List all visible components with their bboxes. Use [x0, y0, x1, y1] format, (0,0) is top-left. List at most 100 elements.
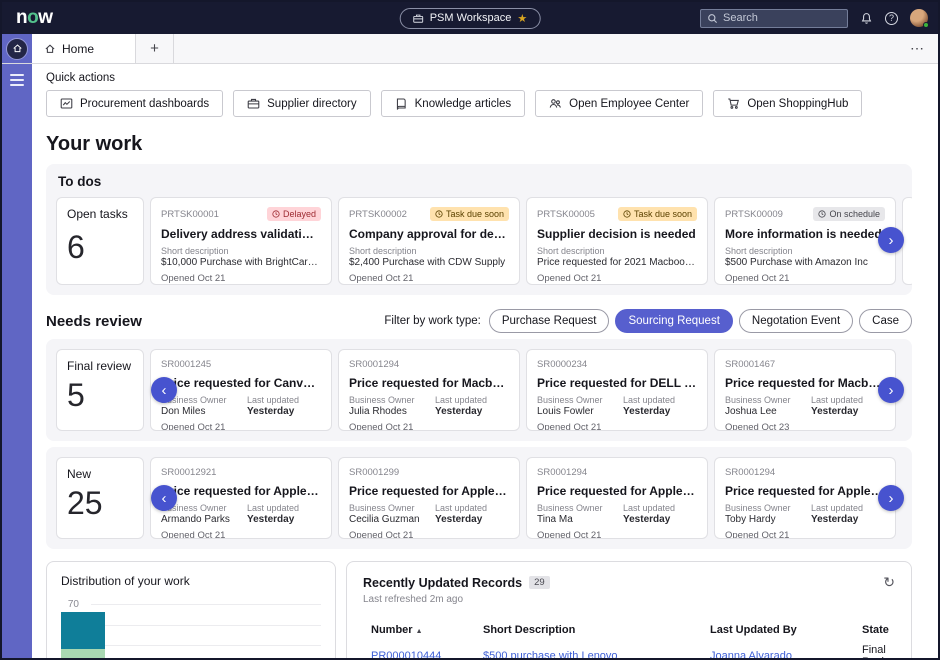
- record-number: SR0001294: [725, 467, 776, 478]
- todo-card[interactable]: PRTSK00001 Delayed Delivery address vali…: [150, 197, 332, 285]
- review-card[interactable]: SR0001245 Price requested for Canvas Tot…: [150, 349, 332, 431]
- quick-action-open-employee-center[interactable]: Open Employee Center: [535, 90, 704, 117]
- status-badge-label: Delayed: [282, 209, 316, 219]
- y-tick: 70: [67, 599, 79, 610]
- user-avatar[interactable]: [910, 9, 929, 28]
- review-card[interactable]: SR0001294 Price requested for Apple Macb…: [526, 457, 708, 539]
- last-updated-label: Last updated: [247, 503, 300, 513]
- short-description-label: Short description: [349, 246, 417, 256]
- briefcase-icon: [413, 13, 424, 24]
- review-card[interactable]: SR00012921 Price requested for Apple Air…: [150, 457, 332, 539]
- todo-card[interactable]: PRTSK00005 Task due soon Supplier decisi…: [526, 197, 708, 285]
- business-owner-value: Don Miles: [161, 406, 206, 417]
- home-rail-button[interactable]: [2, 34, 32, 63]
- last-updated-value: Yesterday: [247, 514, 295, 525]
- clock-icon: [435, 210, 443, 218]
- favorite-star-icon[interactable]: ★: [517, 12, 528, 25]
- work-type-filters: Filter by work type: Purchase Request So…: [384, 309, 912, 333]
- last-updated-label: Last updated: [811, 503, 864, 513]
- search-input[interactable]: [723, 12, 841, 24]
- short-description-value: $500 Purchase with Amazon Inc: [725, 257, 868, 268]
- short-description-value: $2,400 Purchase with CDW Supply: [349, 257, 506, 268]
- opened-date: Opened Oct 21: [161, 422, 226, 431]
- review-card[interactable]: SR0000234 Price requested for DELL 53" C…: [526, 349, 708, 431]
- final-review-panel: Final review 5 SR0001245 Price requested…: [46, 339, 912, 441]
- global-search[interactable]: [700, 8, 848, 28]
- carousel-next-button[interactable]: ›: [878, 227, 904, 253]
- business-owner-label: Business Owner: [161, 395, 227, 405]
- summary-count: 5: [67, 377, 85, 413]
- review-card[interactable]: SR0001299 Price requested for Apple Airp…: [338, 457, 520, 539]
- quick-action-knowledge-articles[interactable]: Knowledge articles: [380, 90, 526, 117]
- quick-action-open-shoppinghub[interactable]: Open ShoppingHub: [713, 90, 863, 117]
- last-updated-by-link[interactable]: Joanna Alvarado: [710, 650, 792, 658]
- help-icon[interactable]: ?: [885, 11, 898, 25]
- short-description-value: Price requested for 2021 Macbook Pro 16'…: [537, 257, 697, 268]
- table-header-row: Number ▲ Short Description Last Updated B…: [363, 617, 895, 643]
- refresh-icon[interactable]: ↻: [883, 574, 895, 590]
- filter-chip-sourcing-request[interactable]: Sourcing Request: [615, 309, 733, 333]
- new-summary-card[interactable]: New 25: [56, 457, 144, 539]
- column-header-last-updated-by[interactable]: Last Updated By: [710, 624, 797, 636]
- book-icon: [396, 98, 406, 110]
- short-description-label: Short description: [725, 246, 793, 256]
- workspace-switcher-pill[interactable]: PSM Workspace ★: [399, 7, 541, 29]
- business-owner-value: Cecilia Guzman: [349, 514, 420, 525]
- summary-label: Open tasks: [67, 207, 128, 221]
- opened-date: Opened Oct 21: [349, 530, 414, 539]
- todo-card[interactable]: PRTSK00009 On schedule More information …: [714, 197, 896, 285]
- card-title: Price requested for Apple Airpods: [161, 484, 321, 498]
- carousel-next-button[interactable]: ›: [878, 377, 904, 403]
- logo-o: o: [27, 7, 39, 28]
- chevron-right-icon: ›: [888, 489, 894, 507]
- quick-action-label: Open Employee Center: [569, 97, 690, 110]
- opened-date: Opened Oct 21: [161, 530, 226, 539]
- tab-home-label: Home: [62, 41, 95, 56]
- new-tab-button[interactable]: +: [136, 34, 174, 63]
- business-owner-value: Toby Hardy: [725, 514, 776, 525]
- review-card[interactable]: SR0001294 Price requested for Apple Macb…: [714, 457, 896, 539]
- briefcase-icon: [247, 98, 260, 109]
- review-card[interactable]: SR0001467 Price requested for Macbook Pr…: [714, 349, 896, 431]
- last-updated-value: Yesterday: [435, 406, 483, 417]
- logo-n: n: [16, 7, 28, 28]
- review-card[interactable]: SR0001294 Price requested for Macbook Ch…: [338, 349, 520, 431]
- carousel-prev-button[interactable]: ‹: [151, 485, 177, 511]
- table-row: PR000010444 $500 purchase with Lenovo Jo…: [363, 643, 898, 658]
- business-owner-label: Business Owner: [349, 503, 415, 513]
- quick-action-supplier-directory[interactable]: Supplier directory: [233, 90, 371, 117]
- needs-review-title: Needs review: [46, 312, 142, 330]
- card-title: Price requested for Canvas Totes: [161, 376, 321, 390]
- record-number: SR0001294: [537, 467, 588, 478]
- filter-chip-negotation-event[interactable]: Negotation Event: [738, 309, 854, 333]
- todos-cards-row: Open tasks 6 PRTSK00001 Delayed Delivery…: [56, 197, 912, 285]
- filter-chip-case[interactable]: Case: [859, 309, 912, 333]
- cart-icon: [728, 98, 740, 109]
- filter-chip-purchase-request[interactable]: Purchase Request: [488, 309, 610, 333]
- business-owner-value: Louis Fowler: [537, 406, 594, 417]
- short-description-link[interactable]: $500 purchase with Lenovo: [483, 650, 618, 658]
- open-tasks-summary-card[interactable]: Open tasks 6: [56, 197, 144, 285]
- column-header-number[interactable]: Number ▲: [371, 624, 423, 636]
- column-header-short-description[interactable]: Short Description: [483, 624, 576, 636]
- servicenow-logo[interactable]: now: [16, 7, 53, 29]
- new-panel: New 25 SR00012921 Price requested for Ap…: [46, 447, 912, 549]
- record-number: SR0001294: [349, 359, 400, 370]
- carousel-next-button[interactable]: ›: [878, 485, 904, 511]
- summary-label: Final review: [67, 359, 132, 373]
- column-header-state[interactable]: State: [862, 624, 889, 636]
- record-number-link[interactable]: PR000010444: [371, 650, 442, 658]
- quick-action-procurement-dashboards[interactable]: Procurement dashboards: [46, 90, 224, 117]
- notifications-bell-icon[interactable]: [860, 12, 873, 25]
- home-icon: [12, 44, 22, 53]
- menu-icon[interactable]: [10, 74, 24, 89]
- business-owner-label: Business Owner: [161, 503, 227, 513]
- tab-home[interactable]: Home: [32, 34, 136, 63]
- chart-bar: [61, 648, 105, 658]
- final-review-summary-card[interactable]: Final review 5: [56, 349, 144, 431]
- tab-overflow-menu[interactable]: ⋯: [910, 40, 926, 56]
- distribution-chart-card: Distribution of your work 70 60 50 40: [46, 561, 336, 658]
- todo-card[interactable]: PRTSK00002 Task due soon Company approva…: [338, 197, 520, 285]
- summary-count: 6: [67, 229, 85, 265]
- carousel-prev-button[interactable]: ‹: [151, 377, 177, 403]
